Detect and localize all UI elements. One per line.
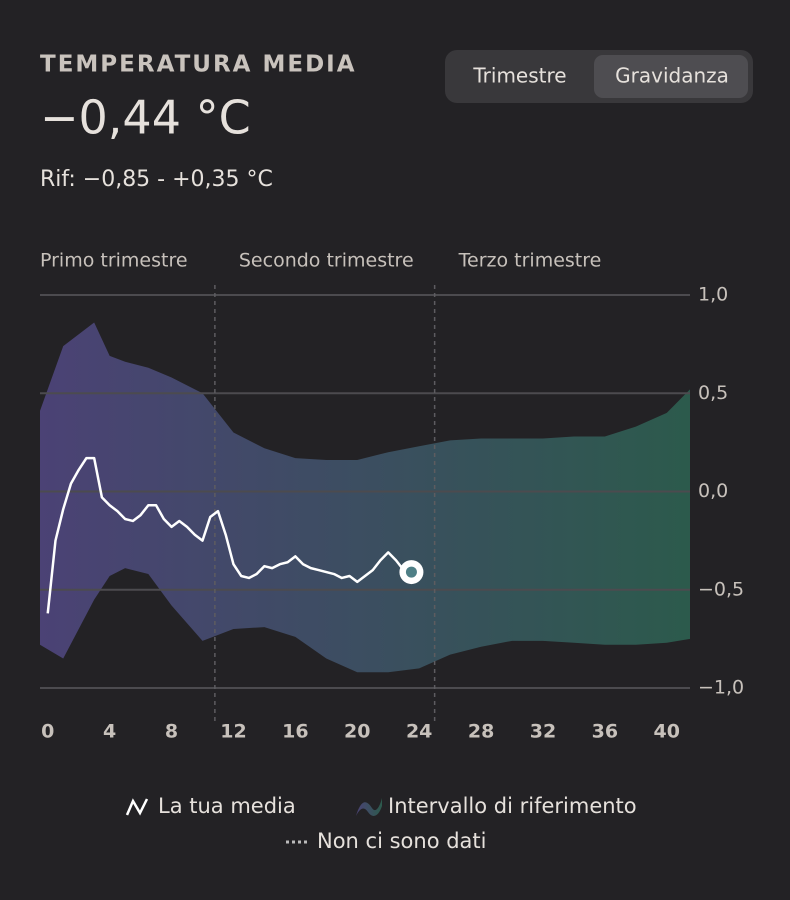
toggle-selected bbox=[594, 55, 748, 98]
legend-label: Intervallo di riferimento bbox=[388, 794, 637, 818]
average-line bbox=[46, 456, 412, 614]
trimester-label: Terzo trimestre bbox=[458, 250, 602, 272]
y-tick-label: −1,0 bbox=[698, 677, 744, 699]
x-tick-label: 4 bbox=[103, 721, 116, 743]
x-tick-label: 20 bbox=[344, 721, 370, 743]
y-tick-label: 0,5 bbox=[698, 382, 728, 404]
x-tick-label: 28 bbox=[468, 721, 494, 743]
x-tick-label: 16 bbox=[282, 721, 308, 743]
legend-label: La tua media bbox=[158, 794, 296, 818]
x-tick-label: 36 bbox=[592, 721, 618, 743]
reference: Rif: −0,85 - +0,35 °C bbox=[40, 167, 273, 192]
reference-band bbox=[40, 322, 690, 673]
trimester-label: Secondo trimestre bbox=[239, 250, 414, 272]
y-tick-label: 1,0 bbox=[698, 284, 728, 306]
x-tick-label: 32 bbox=[530, 721, 556, 743]
x-tick-label: 40 bbox=[654, 721, 680, 743]
y-tick-label: −0,5 bbox=[698, 578, 744, 600]
x-tick-label: 24 bbox=[406, 721, 432, 743]
title: TEMPERATURA MEDIA bbox=[40, 52, 357, 78]
value: −0,44 °C bbox=[40, 91, 251, 145]
x-tick-label: 12 bbox=[220, 721, 246, 743]
y-tick-label: 0,0 bbox=[698, 480, 728, 502]
toggle-option[interactable]: Gravidanza bbox=[615, 64, 729, 88]
plot: 1,0 0,5 0,0 −0,5 −1,0 0 4 8 12 16 20 24 28 32 36 40 Prim… bbox=[40, 250, 744, 743]
toggle-option[interactable]: Trimestre bbox=[472, 64, 566, 88]
legend-band-icon bbox=[356, 798, 382, 816]
current-marker-dot bbox=[405, 566, 417, 578]
legend-line-icon bbox=[125, 798, 149, 816]
legend-label: Non ci sono dati bbox=[317, 829, 487, 853]
trimester-label: Primo trimestre bbox=[40, 250, 188, 272]
x-tick-label: 0 bbox=[41, 721, 54, 743]
x-tick-label: 8 bbox=[165, 721, 178, 743]
